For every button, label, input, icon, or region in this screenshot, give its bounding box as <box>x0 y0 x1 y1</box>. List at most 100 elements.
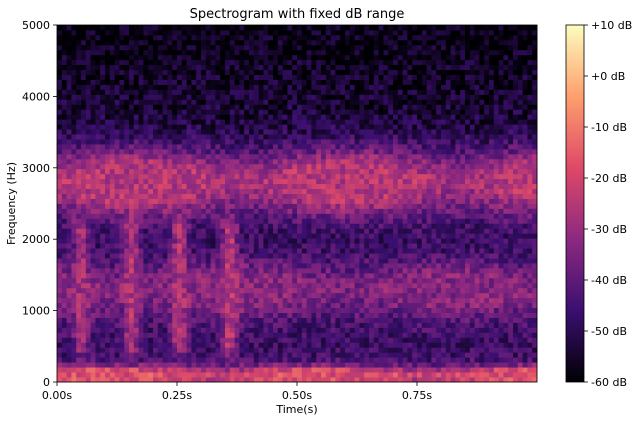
heatmap-cell <box>66 263 72 269</box>
heatmap-cell <box>330 168 336 175</box>
heatmap-cell <box>321 347 327 353</box>
heatmap-cell <box>532 243 538 249</box>
heatmap-cell <box>191 173 197 180</box>
heatmap-cell <box>205 357 211 363</box>
heatmap-cell <box>253 362 259 368</box>
heatmap-cell <box>95 203 101 209</box>
heatmap-cell <box>277 158 283 165</box>
heatmap-cell <box>76 263 82 269</box>
heatmap-cell <box>71 134 77 140</box>
heatmap-cell <box>85 253 91 259</box>
heatmap-cell <box>258 213 264 219</box>
heatmap-cell <box>349 367 355 373</box>
heatmap-cell <box>90 327 96 333</box>
heatmap-cell <box>460 312 466 318</box>
heatmap-cell <box>66 233 72 239</box>
heatmap-cell <box>460 218 466 224</box>
heatmap-cell <box>325 377 331 383</box>
heatmap-cell <box>162 317 168 323</box>
heatmap-cell <box>321 148 327 155</box>
heatmap-cell <box>460 233 466 239</box>
heatmap-cell <box>417 322 423 328</box>
heatmap-cell <box>109 332 115 338</box>
heatmap-cell <box>57 233 63 239</box>
heatmap-cell <box>431 302 437 309</box>
heatmap-cell <box>297 203 303 209</box>
heatmap-cell <box>162 173 168 180</box>
heatmap-cell <box>148 144 154 150</box>
heatmap-cell <box>153 158 159 165</box>
heatmap-cell <box>205 352 211 358</box>
heatmap-cell <box>196 372 202 378</box>
heatmap-cell <box>474 198 480 204</box>
heatmap-cell <box>133 253 139 259</box>
heatmap-cell <box>277 377 283 383</box>
heatmap-cell <box>263 173 269 180</box>
heatmap-cell <box>177 139 183 145</box>
heatmap-cell <box>517 148 523 155</box>
heatmap-cell <box>460 183 466 190</box>
heatmap-cell <box>431 272 437 279</box>
heatmap-cell <box>114 188 120 194</box>
heatmap-cell <box>162 287 168 294</box>
heatmap-cell <box>119 287 125 294</box>
heatmap-cell <box>177 228 183 234</box>
heatmap-cell <box>148 178 154 185</box>
heatmap-cell <box>172 178 178 185</box>
heatmap-cell <box>498 332 504 338</box>
heatmap-cell <box>436 168 442 175</box>
heatmap-cell <box>95 228 101 234</box>
heatmap-cell <box>397 317 403 323</box>
heatmap-cell <box>493 277 499 284</box>
heatmap-cell <box>229 144 235 150</box>
heatmap-cell <box>436 357 442 363</box>
heatmap-cell <box>172 362 178 368</box>
heatmap-cell <box>153 352 159 358</box>
heatmap-cell <box>465 362 471 368</box>
heatmap-cell <box>57 218 63 224</box>
heatmap-cell <box>129 267 135 274</box>
heatmap-cell <box>383 362 389 368</box>
heatmap-cell <box>253 178 259 185</box>
heatmap-cell <box>316 357 322 363</box>
heatmap-cell <box>277 342 283 348</box>
heatmap-cell <box>148 153 154 160</box>
heatmap-cell <box>513 153 519 160</box>
heatmap-cell <box>57 357 63 363</box>
heatmap-cell <box>421 158 427 165</box>
heatmap-cell <box>114 253 120 259</box>
heatmap-cell <box>287 139 293 145</box>
heatmap-cell <box>57 178 63 185</box>
heatmap-cell <box>445 248 451 254</box>
heatmap-cell <box>153 188 159 194</box>
heatmap-cell <box>426 213 432 219</box>
heatmap-cell <box>426 282 432 289</box>
heatmap-cell <box>239 362 245 368</box>
heatmap-cell <box>138 193 144 199</box>
heatmap-cell <box>489 158 495 165</box>
heatmap-cell <box>479 292 485 299</box>
heatmap-cell <box>508 258 514 264</box>
heatmap-cell <box>527 307 533 313</box>
heatmap-cell <box>95 153 101 160</box>
heatmap-cell <box>522 263 528 269</box>
heatmap-cell <box>484 193 490 199</box>
heatmap-cell <box>81 233 87 239</box>
heatmap-cell <box>277 322 283 328</box>
heatmap-cell <box>378 362 384 368</box>
heatmap-cell <box>253 292 259 299</box>
heatmap-cell <box>455 218 461 224</box>
heatmap-cell <box>373 277 379 284</box>
heatmap-cell <box>277 188 283 194</box>
heatmap-cell <box>191 163 197 170</box>
heatmap-cell <box>354 372 360 378</box>
heatmap-cell <box>71 317 77 323</box>
heatmap-cell <box>109 238 115 244</box>
heatmap-cell <box>114 367 120 373</box>
heatmap-cell <box>465 233 471 239</box>
heatmap-cell <box>359 134 365 140</box>
heatmap-cell <box>181 327 187 333</box>
heatmap-cell <box>479 277 485 284</box>
heatmap-cell <box>220 238 226 244</box>
heatmap-cell <box>81 163 87 170</box>
